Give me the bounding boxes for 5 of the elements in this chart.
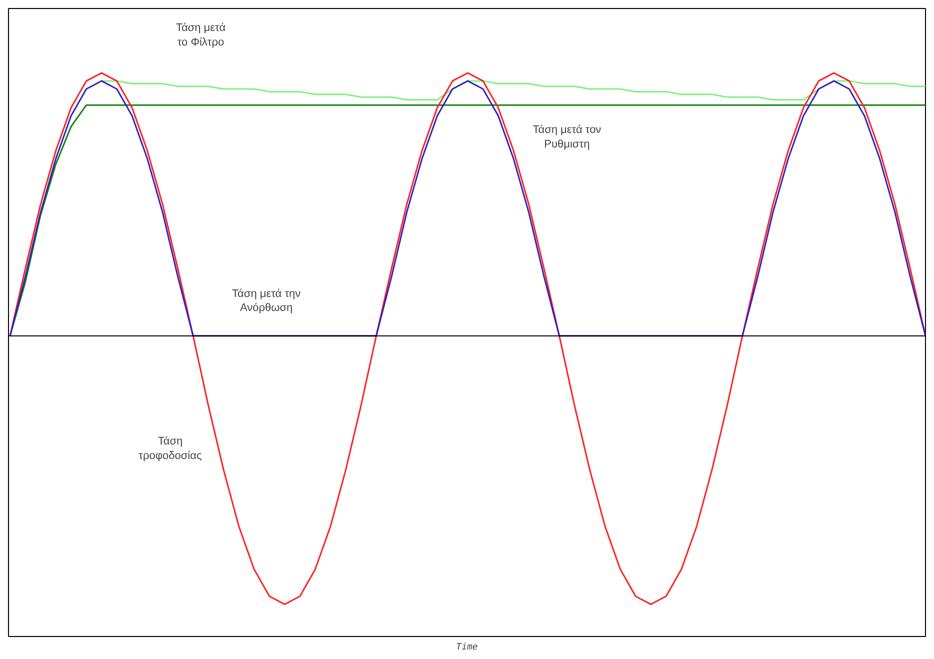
annotation: Τάση τροφοδοσίας — [138, 435, 202, 462]
annotation: Τάση μετά την Ανόρθωση — [232, 288, 302, 314]
text: Τάση μετά το Φίλτρο — [176, 22, 226, 49]
x-axis-title: Time — [456, 642, 478, 652]
annotation: Τάση μετά τον Ρυθμιστη — [532, 124, 602, 151]
